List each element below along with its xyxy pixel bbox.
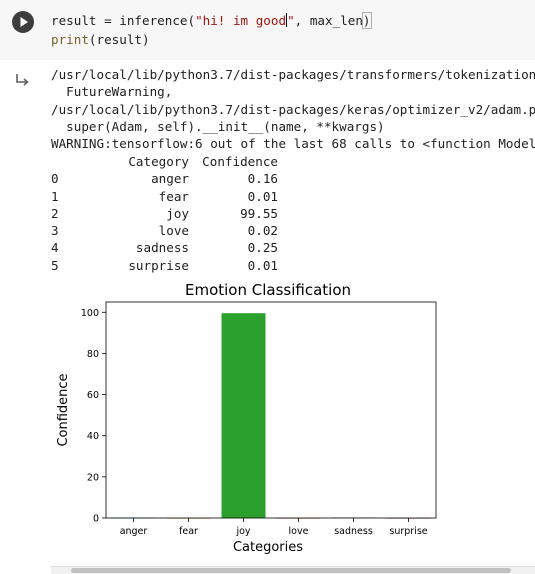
row-index: 2 [51, 205, 59, 221]
header-category: Category [128, 154, 189, 169]
row-confidence: 0.02 [247, 223, 278, 239]
text-cursor [286, 13, 288, 27]
y-axis-label: Confidence [56, 373, 71, 446]
table-row: 2 joy 99.55 [51, 205, 535, 222]
row-index: 5 [51, 257, 59, 273]
y-tick-label: 100 [81, 308, 99, 319]
table-row: 0 anger 0.16 [51, 170, 535, 187]
y-tick-label: 0 [93, 514, 99, 525]
x-axis-label: Categories [233, 540, 303, 555]
row-confidence: 0.25 [247, 240, 278, 256]
chart-title: Emotion Classification [185, 281, 351, 299]
code-line-1-suffix: , max_len [294, 13, 363, 28]
y-tick-label: 60 [87, 390, 99, 401]
row-confidence: 0.01 [247, 188, 278, 204]
output-line: FutureWarning, [51, 84, 173, 100]
row-confidence: 0.01 [247, 257, 278, 273]
output-line: WARNING:tensorflow:6 out of the last 68 … [51, 136, 535, 152]
row-index: 1 [51, 188, 59, 204]
table-row: 1 fear 0.01 [51, 188, 535, 205]
row-index: 3 [51, 223, 59, 239]
header-confidence: Confidence [202, 154, 278, 169]
code-editor[interactable]: result = inference("hi! im good", max_le… [51, 11, 372, 49]
output-log: /usr/local/lib/python3.7/dist-packages/t… [51, 66, 535, 152]
row-category: love [158, 223, 189, 239]
x-axis-ticks: anger fear joy love sadness surprise [120, 518, 428, 537]
row-index: 4 [51, 240, 59, 256]
code-string: "hi! im good" [195, 13, 295, 28]
table-row: 5 surprise 0.01 [51, 257, 535, 274]
table-row: 3 love 0.02 [51, 222, 535, 239]
bars [111, 313, 431, 519]
x-tick-label: anger [120, 526, 148, 537]
code-line-1-close: ) [361, 12, 372, 29]
table-row: 4 sadness 0.25 [51, 239, 535, 256]
y-tick-label: 40 [87, 431, 99, 442]
row-category: surprise [128, 257, 189, 273]
row-category: anger [151, 171, 189, 187]
scrollbar-thumb[interactable] [71, 568, 511, 573]
bar-joy [221, 313, 266, 518]
row-category: sadness [135, 240, 189, 256]
x-tick-label: fear [179, 526, 198, 537]
emotion-bar-chart: Emotion Classification 0 20 40 60 80 100 ange… [56, 281, 437, 555]
code-print-args: (result) [88, 32, 150, 47]
x-tick-label: sadness [334, 526, 373, 537]
y-axis-ticks: 0 20 40 60 80 100 [81, 308, 106, 525]
plot-frame [105, 301, 437, 519]
row-confidence: 0.16 [247, 171, 278, 187]
run-cell-button[interactable] [12, 11, 34, 33]
output-line: super(Adam, self).__init__(name, **kwarg… [51, 118, 385, 134]
row-index: 0 [51, 171, 59, 187]
output-arrow-icon[interactable] [13, 71, 33, 91]
x-tick-label: love [289, 526, 309, 537]
table-header: Category Confidence [51, 153, 535, 170]
play-icon [20, 17, 28, 27]
row-category: joy [166, 205, 189, 221]
code-line-1-prefix: result = inference( [51, 13, 196, 28]
x-tick-label: surprise [389, 526, 427, 537]
row-category: fear [158, 188, 189, 204]
horizontal-scrollbar[interactable] [51, 566, 535, 574]
output-line: /usr/local/lib/python3.7/dist-packages/k… [51, 101, 535, 117]
code-print-func: print [51, 32, 89, 47]
x-tick-label: joy [235, 526, 250, 537]
code-cell[interactable]: result = inference("hi! im good", max_le… [0, 0, 535, 60]
y-tick-label: 80 [87, 349, 99, 360]
row-confidence: 99.55 [240, 205, 278, 221]
output-line: /usr/local/lib/python3.7/dist-packages/t… [51, 67, 535, 82]
y-tick-label: 20 [87, 472, 99, 483]
results-table: Category Confidence 0 anger 0.16 1 fear … [51, 153, 535, 274]
